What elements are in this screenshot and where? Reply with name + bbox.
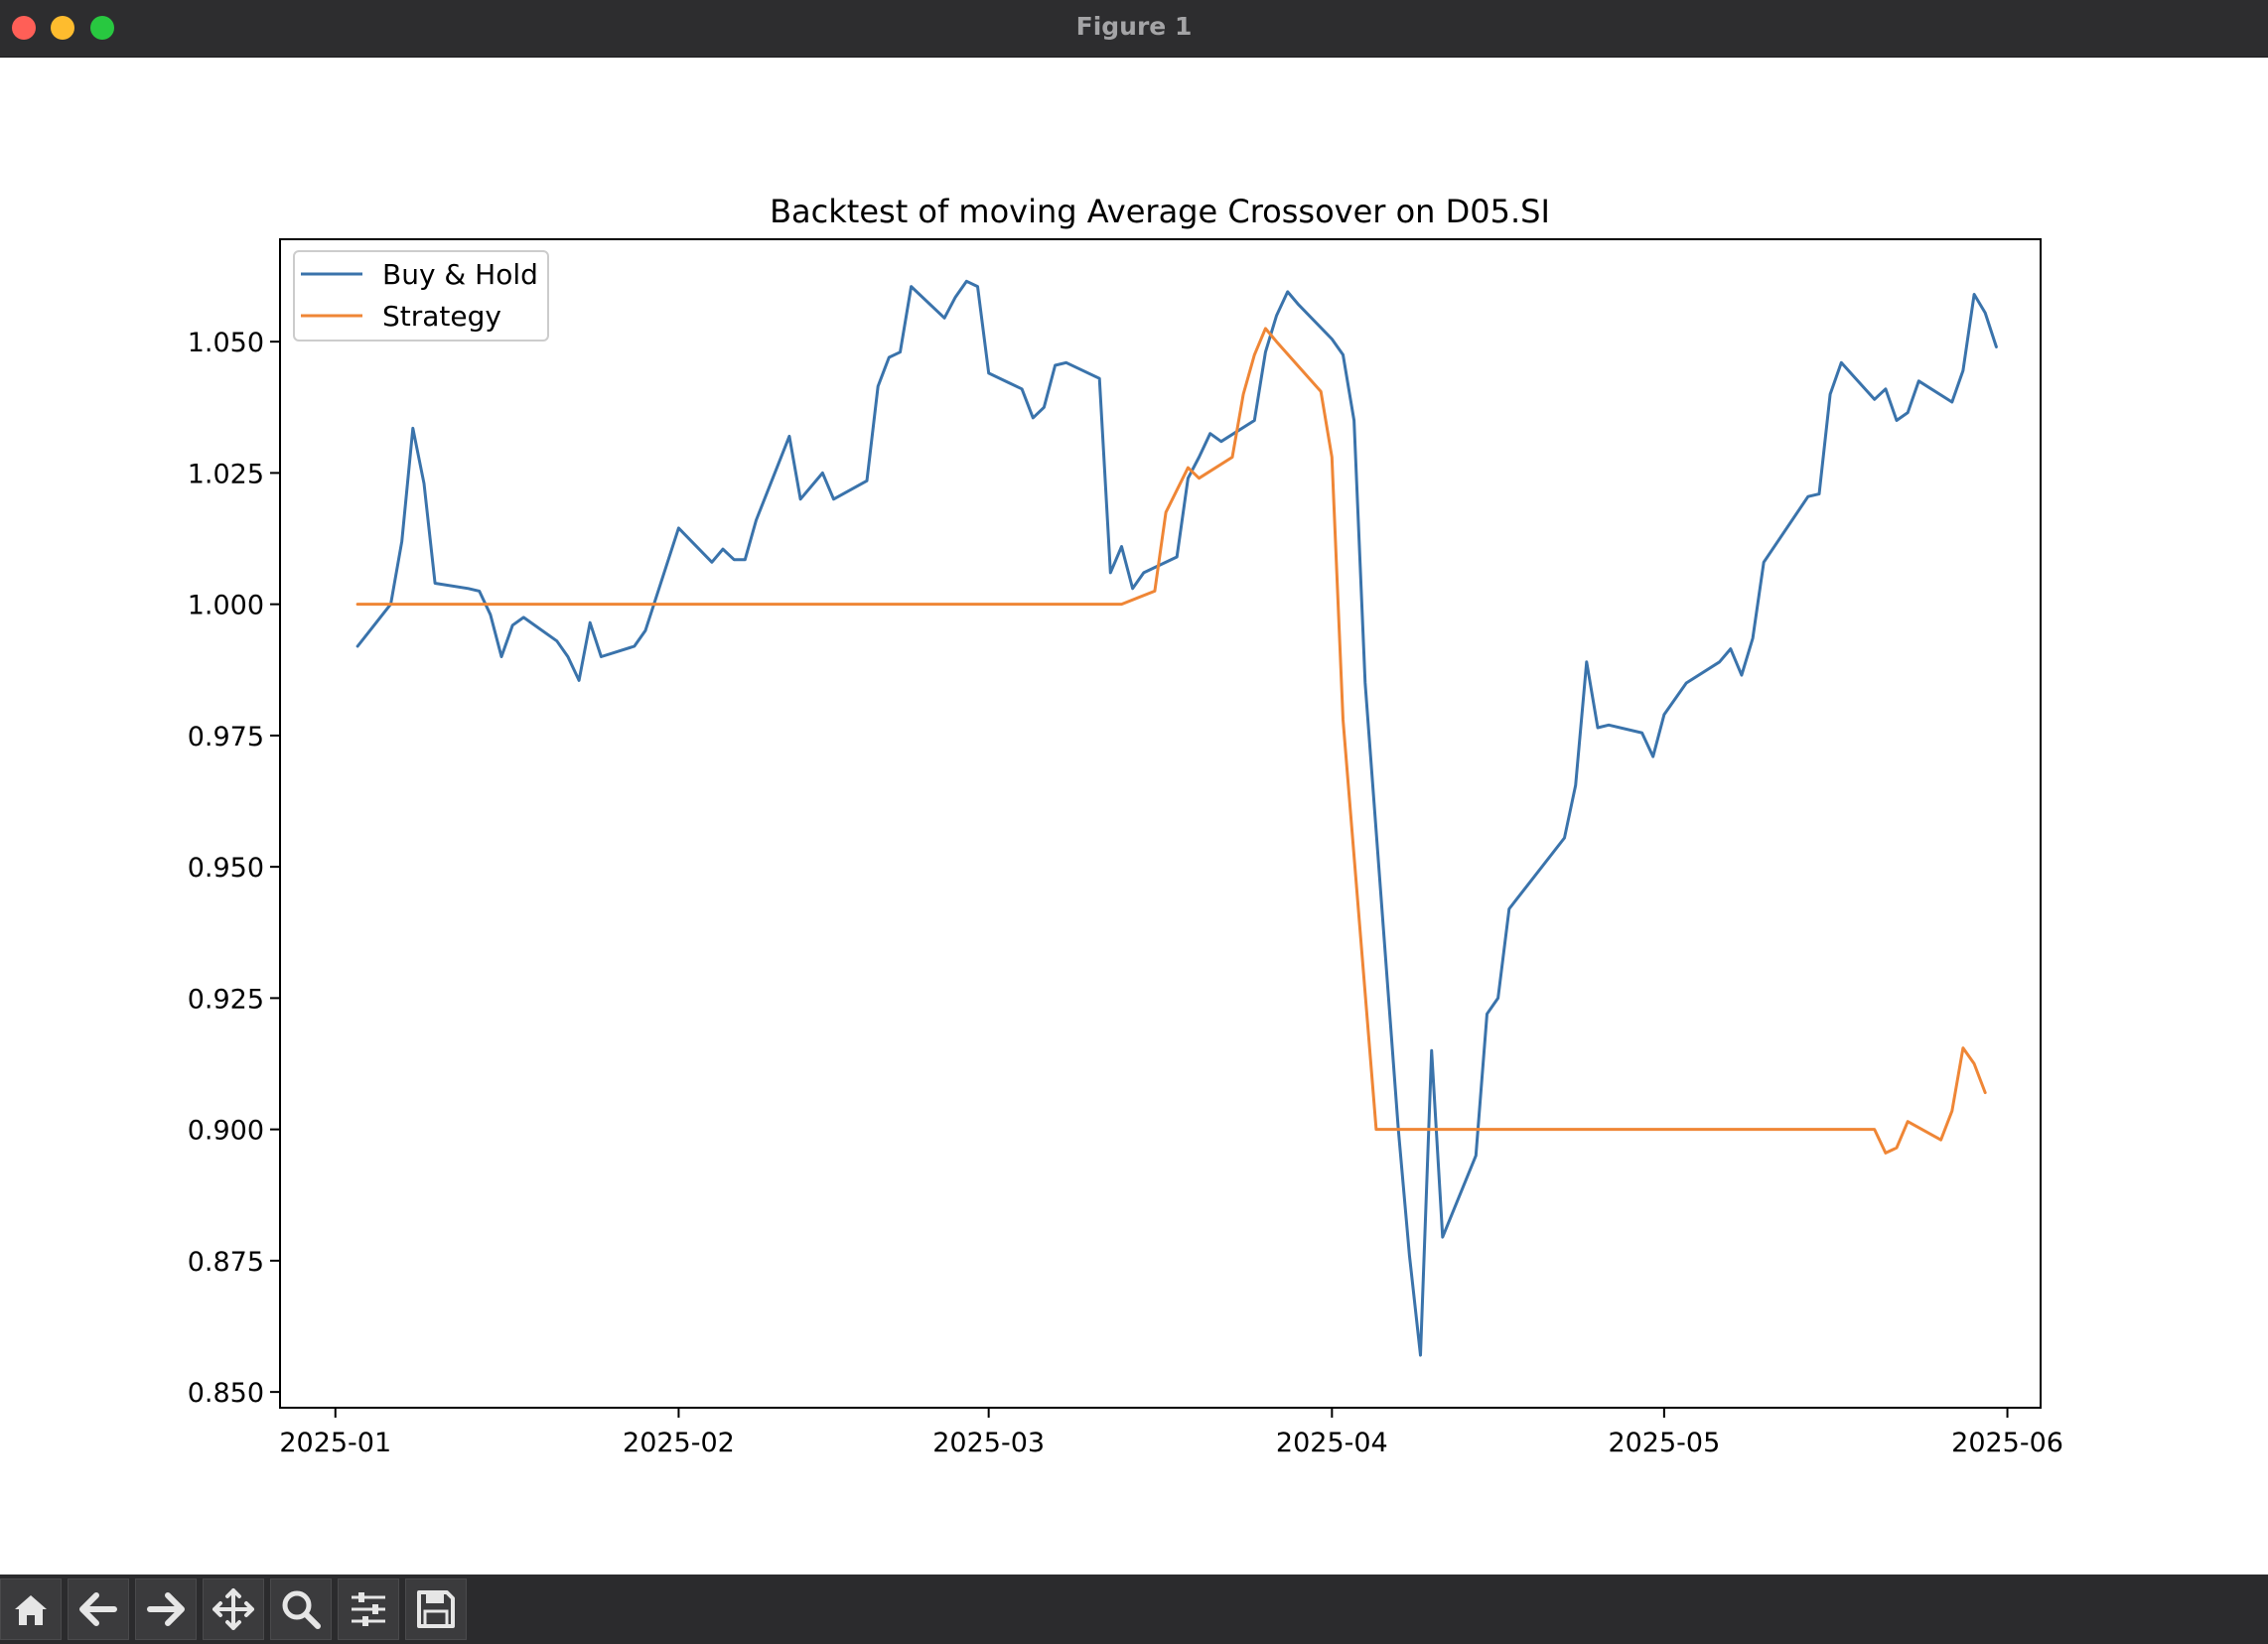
x-tick-label: 2025-02: [623, 1428, 735, 1458]
y-tick-label: 1.000: [188, 591, 264, 621]
home-icon: [15, 1595, 47, 1625]
chart-title: Backtest of moving Average Crossover on …: [770, 193, 1550, 230]
axes-group: 0.850 0.875 0.900 0.925 0.950 0.975 1.000 1.025…: [188, 328, 2063, 1458]
back-arrow-icon: [79, 1592, 117, 1626]
forward-arrow-icon: [147, 1592, 185, 1626]
x-tick-label: 2025-04: [1276, 1428, 1388, 1458]
pan-icon: [213, 1588, 254, 1630]
pan-button[interactable]: [203, 1578, 264, 1640]
chart: Backtest of moving Average Crossover on …: [188, 193, 2063, 1458]
navigation-toolbar: [0, 1575, 2268, 1644]
zoom-button[interactable]: [270, 1578, 332, 1640]
legend-label-strategy: Strategy: [382, 300, 501, 333]
save-button[interactable]: [405, 1578, 467, 1640]
series-line-buy-hold: [355, 279, 1998, 1357]
figure-canvas: Backtest of moving Average Crossover on …: [0, 58, 2268, 1575]
maximize-window-button[interactable]: [90, 16, 114, 40]
y-tick-label: 0.925: [188, 984, 264, 1015]
back-button[interactable]: [68, 1578, 129, 1640]
legend: Buy & Hold Strategy: [293, 250, 549, 342]
window-title: Figure 1: [1075, 12, 1193, 41]
forward-button[interactable]: [135, 1578, 197, 1640]
y-tick-label: 0.875: [188, 1247, 264, 1278]
y-tick-label: 1.025: [188, 459, 264, 489]
series-group: [355, 279, 1998, 1357]
x-tick-label: 2025-01: [279, 1428, 391, 1458]
legend-label-buy-hold: Buy & Hold: [382, 258, 538, 291]
window-titlebar: Figure 1: [0, 0, 2268, 58]
y-tick-label: 0.975: [188, 722, 264, 753]
zoom-icon: [282, 1590, 321, 1629]
minimize-window-button[interactable]: [51, 16, 74, 40]
y-tick-label: 0.900: [188, 1116, 264, 1147]
plot-area-frame: [279, 238, 2042, 1409]
x-tick-label: 2025-03: [932, 1428, 1045, 1458]
configure-subplots-button[interactable]: [338, 1578, 399, 1640]
home-button[interactable]: [0, 1578, 62, 1640]
x-tick-label: 2025-05: [1608, 1428, 1720, 1458]
configure-subplots-icon: [352, 1592, 385, 1626]
series-line-strategy: [355, 327, 1987, 1155]
close-window-button[interactable]: [12, 16, 36, 40]
x-tick-label: 2025-06: [1951, 1428, 2063, 1458]
y-tick-label: 0.950: [188, 853, 264, 884]
save-icon: [417, 1590, 455, 1628]
y-tick-label: 1.050: [188, 328, 264, 358]
y-tick-label: 0.850: [188, 1378, 264, 1409]
